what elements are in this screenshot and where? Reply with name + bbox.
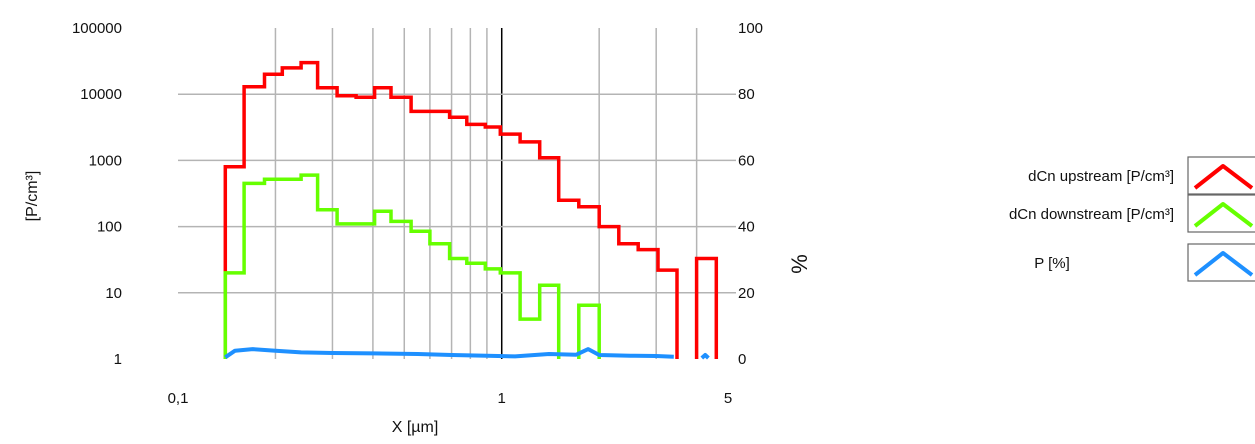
y-left-tick-label: 10: [105, 285, 122, 302]
y-right-tick-label: 40: [738, 219, 755, 236]
plot-background: [178, 28, 728, 359]
y-left-tick-label: 1: [114, 351, 122, 368]
y-left-tick-label: 100: [97, 219, 122, 236]
y-right-tick-label: 20: [738, 285, 755, 302]
x-tick-label: 5: [724, 390, 732, 407]
tick-layer: 0,1 1 5 1 10 100 1000 10000 100000 0 20 40 60 80 100: [72, 20, 763, 407]
x-axis-title: X [µm]: [392, 419, 439, 436]
y-left-tick-label: 10000: [80, 86, 122, 103]
y-right-tick-label: 80: [738, 86, 755, 103]
y-left-tick-label: 1000: [89, 152, 122, 169]
series-line: [223, 173, 561, 359]
series-line: [224, 347, 674, 359]
series-line: [700, 353, 710, 360]
legend-label: dCn downstream [P/cm³]: [1009, 206, 1174, 223]
series-layer: [223, 60, 719, 360]
y-right-tick-label: 0: [738, 351, 746, 368]
series-line: [223, 60, 679, 359]
y-left-tick-label: 100000: [72, 20, 122, 37]
legend-swatch-line: [1193, 202, 1254, 228]
y-axis-left-title: [P/cm³]: [24, 171, 41, 222]
series-line: [694, 256, 719, 359]
legend-swatch-line: [1193, 251, 1254, 277]
legend-swatch-box: [1187, 194, 1255, 233]
legend-swatch-box: [1187, 243, 1255, 282]
y-right-tick-label: 100: [738, 20, 763, 37]
legend-label: P [%]: [1034, 255, 1070, 272]
legend-label: dCn upstream [P/cm³]: [1028, 168, 1174, 185]
y-right-tick-label: 60: [738, 152, 755, 169]
y-axis-right-title: %: [787, 254, 812, 274]
legend: dCn upstream [P/cm³] dCn downstream [P/cm…: [1009, 156, 1255, 282]
grid-layer: [178, 28, 736, 359]
legend-swatch-line: [1193, 164, 1254, 190]
x-tick-label: 0,1: [168, 390, 189, 407]
x-tick-label: 1: [498, 390, 506, 407]
series-line: [577, 303, 601, 359]
legend-swatch-box: [1187, 156, 1255, 195]
